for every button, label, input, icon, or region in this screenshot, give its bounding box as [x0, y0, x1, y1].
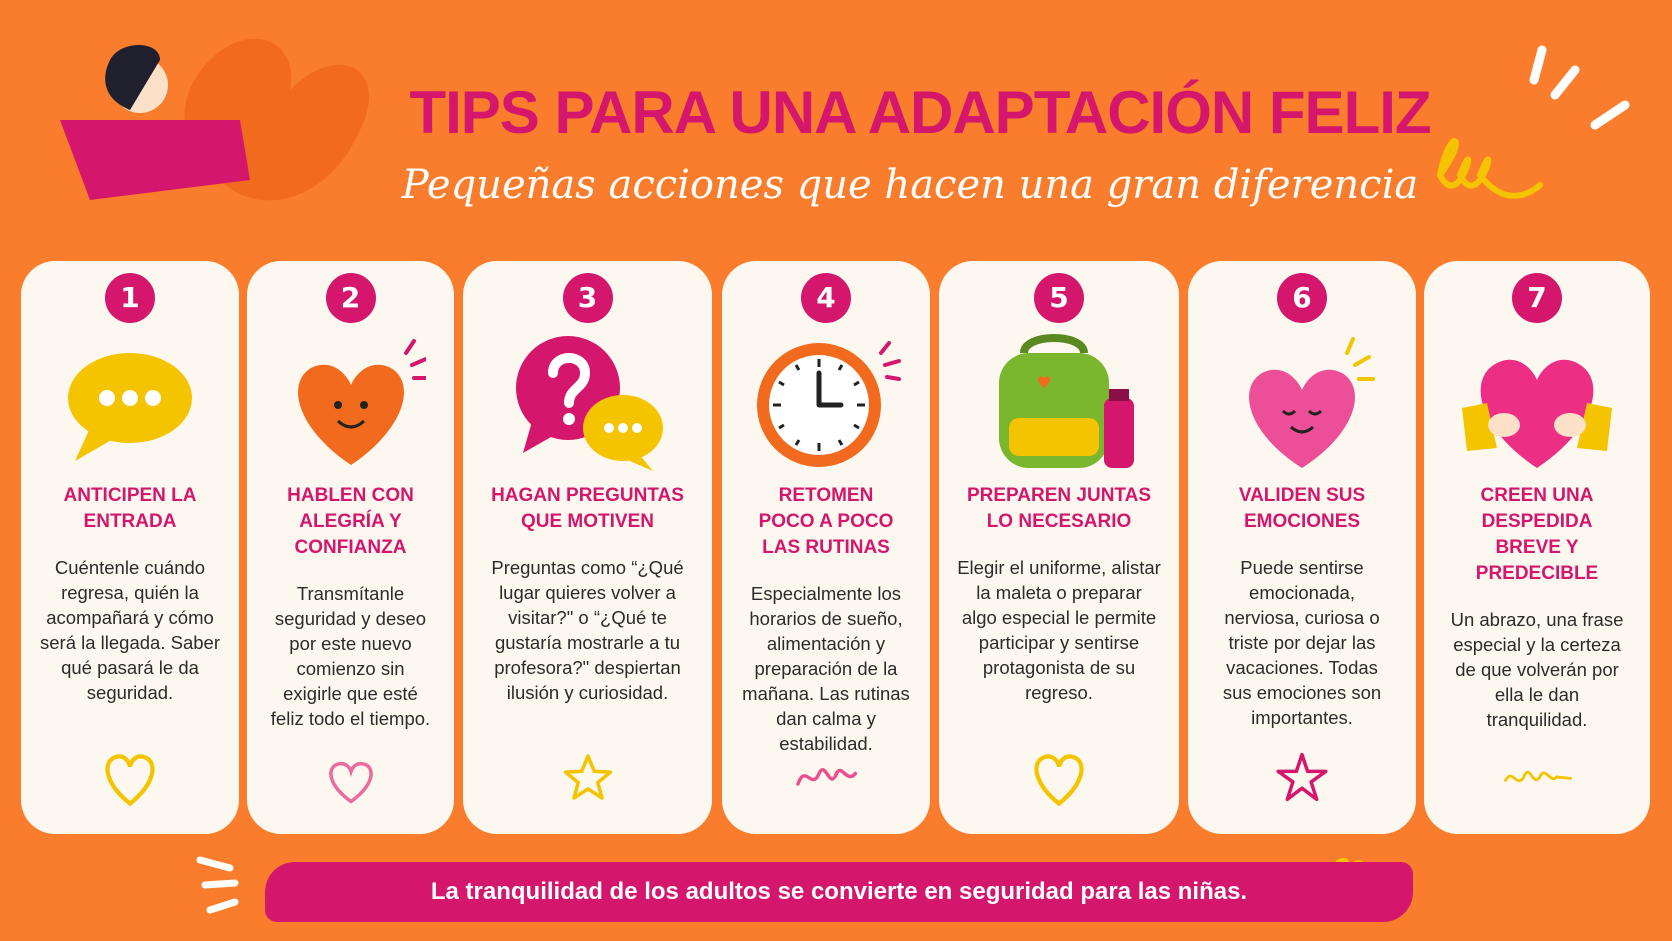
- doodle: [105, 754, 155, 807]
- title: TIPS PARA UNA ADAPTACIÓN FELIZ: [409, 79, 1431, 146]
- card-title: HAGAN PREGUNTAS QUE MOTIVEN: [491, 485, 684, 532]
- card: 3 HAGAN PREGUNTAS QUE MOTIVEN Preguntas c…: [463, 261, 712, 834]
- icon: [1249, 337, 1375, 468]
- card-body: Transmítanle seguridad y deseo por este …: [270, 583, 431, 729]
- subtitle: Pequeñas acciones que hacen una gran dif…: [401, 162, 1419, 208]
- card: 6 VALIDEN SUS EMOCIONES Puede sentirse em…: [1188, 261, 1416, 834]
- card-number: 5: [1034, 273, 1084, 323]
- icon: [999, 334, 1134, 468]
- doodle: [563, 754, 612, 800]
- doodle: [1276, 752, 1328, 802]
- doodle: [328, 761, 373, 804]
- card-body: Puede sentirse emocionada, nerviosa, cur…: [1222, 557, 1382, 728]
- card-body: Preguntas como “¿Qué lugar quieres volve…: [491, 557, 684, 703]
- doodle: [796, 768, 858, 786]
- card-title: CREEN UNA DESPEDIDA BREVE Y PREDECIBLE: [1475, 485, 1599, 584]
- icon: [297, 339, 426, 465]
- card-body: Un abrazo, una frase especial y la certe…: [1450, 609, 1624, 730]
- card-number: 1: [105, 273, 155, 323]
- card: 7 CREEN UNA DESPEDIDA BREVE Y PREDECIBLE…: [1424, 261, 1650, 834]
- doodle: [1034, 754, 1084, 807]
- sparks: [196, 856, 239, 914]
- card-body: Cuéntenle cuándo regresa, quién la acomp…: [40, 557, 220, 703]
- squiggle: [1436, 138, 1543, 199]
- footer-banner: [265, 862, 1413, 922]
- card: 1 ANTICIPEN LA ENTRADA Cuéntenle cuándo r…: [21, 261, 239, 834]
- card-number: 6: [1277, 273, 1327, 323]
- icon: [68, 353, 192, 461]
- card-title: PREPAREN JUNTAS LO NECESARIO: [966, 485, 1152, 532]
- card-number: 2: [325, 273, 376, 323]
- card-number: 4: [801, 273, 851, 323]
- card-body: Elegir el uniforme, alistar la maleta o …: [957, 557, 1161, 703]
- sparks: [1529, 45, 1630, 130]
- hair: [105, 45, 160, 110]
- icon: [515, 336, 663, 471]
- card-number: 3: [562, 273, 613, 323]
- card: 4 RETOMEN POCO A POCO LAS RUTINAS Especia…: [722, 261, 930, 834]
- card-number: 7: [1512, 273, 1562, 323]
- footer-text: La tranquilidad de los adultos se convie…: [430, 878, 1248, 905]
- card-title: RETOMEN POCO A POCO LAS RUTINAS: [758, 485, 894, 558]
- plane: [60, 120, 250, 200]
- card: 5 PREPAREN JUNTAS LO NECESARIO Elegir el …: [939, 261, 1179, 834]
- card: 2 HABLEN CON ALEGRÍA Y CONFIANZA Transmít…: [247, 261, 454, 834]
- icon: [1462, 359, 1612, 468]
- card-title: ANTICIPEN LA ENTRADA: [63, 485, 197, 532]
- icon: [757, 341, 901, 467]
- card-body: Especialmente los horarios de sueño, ali…: [742, 583, 910, 754]
- card-title: HABLEN CON ALEGRÍA Y CONFIANZA: [287, 485, 414, 558]
- card-title: VALIDEN SUS EMOCIONES: [1238, 485, 1366, 532]
- doodle: [1504, 770, 1572, 783]
